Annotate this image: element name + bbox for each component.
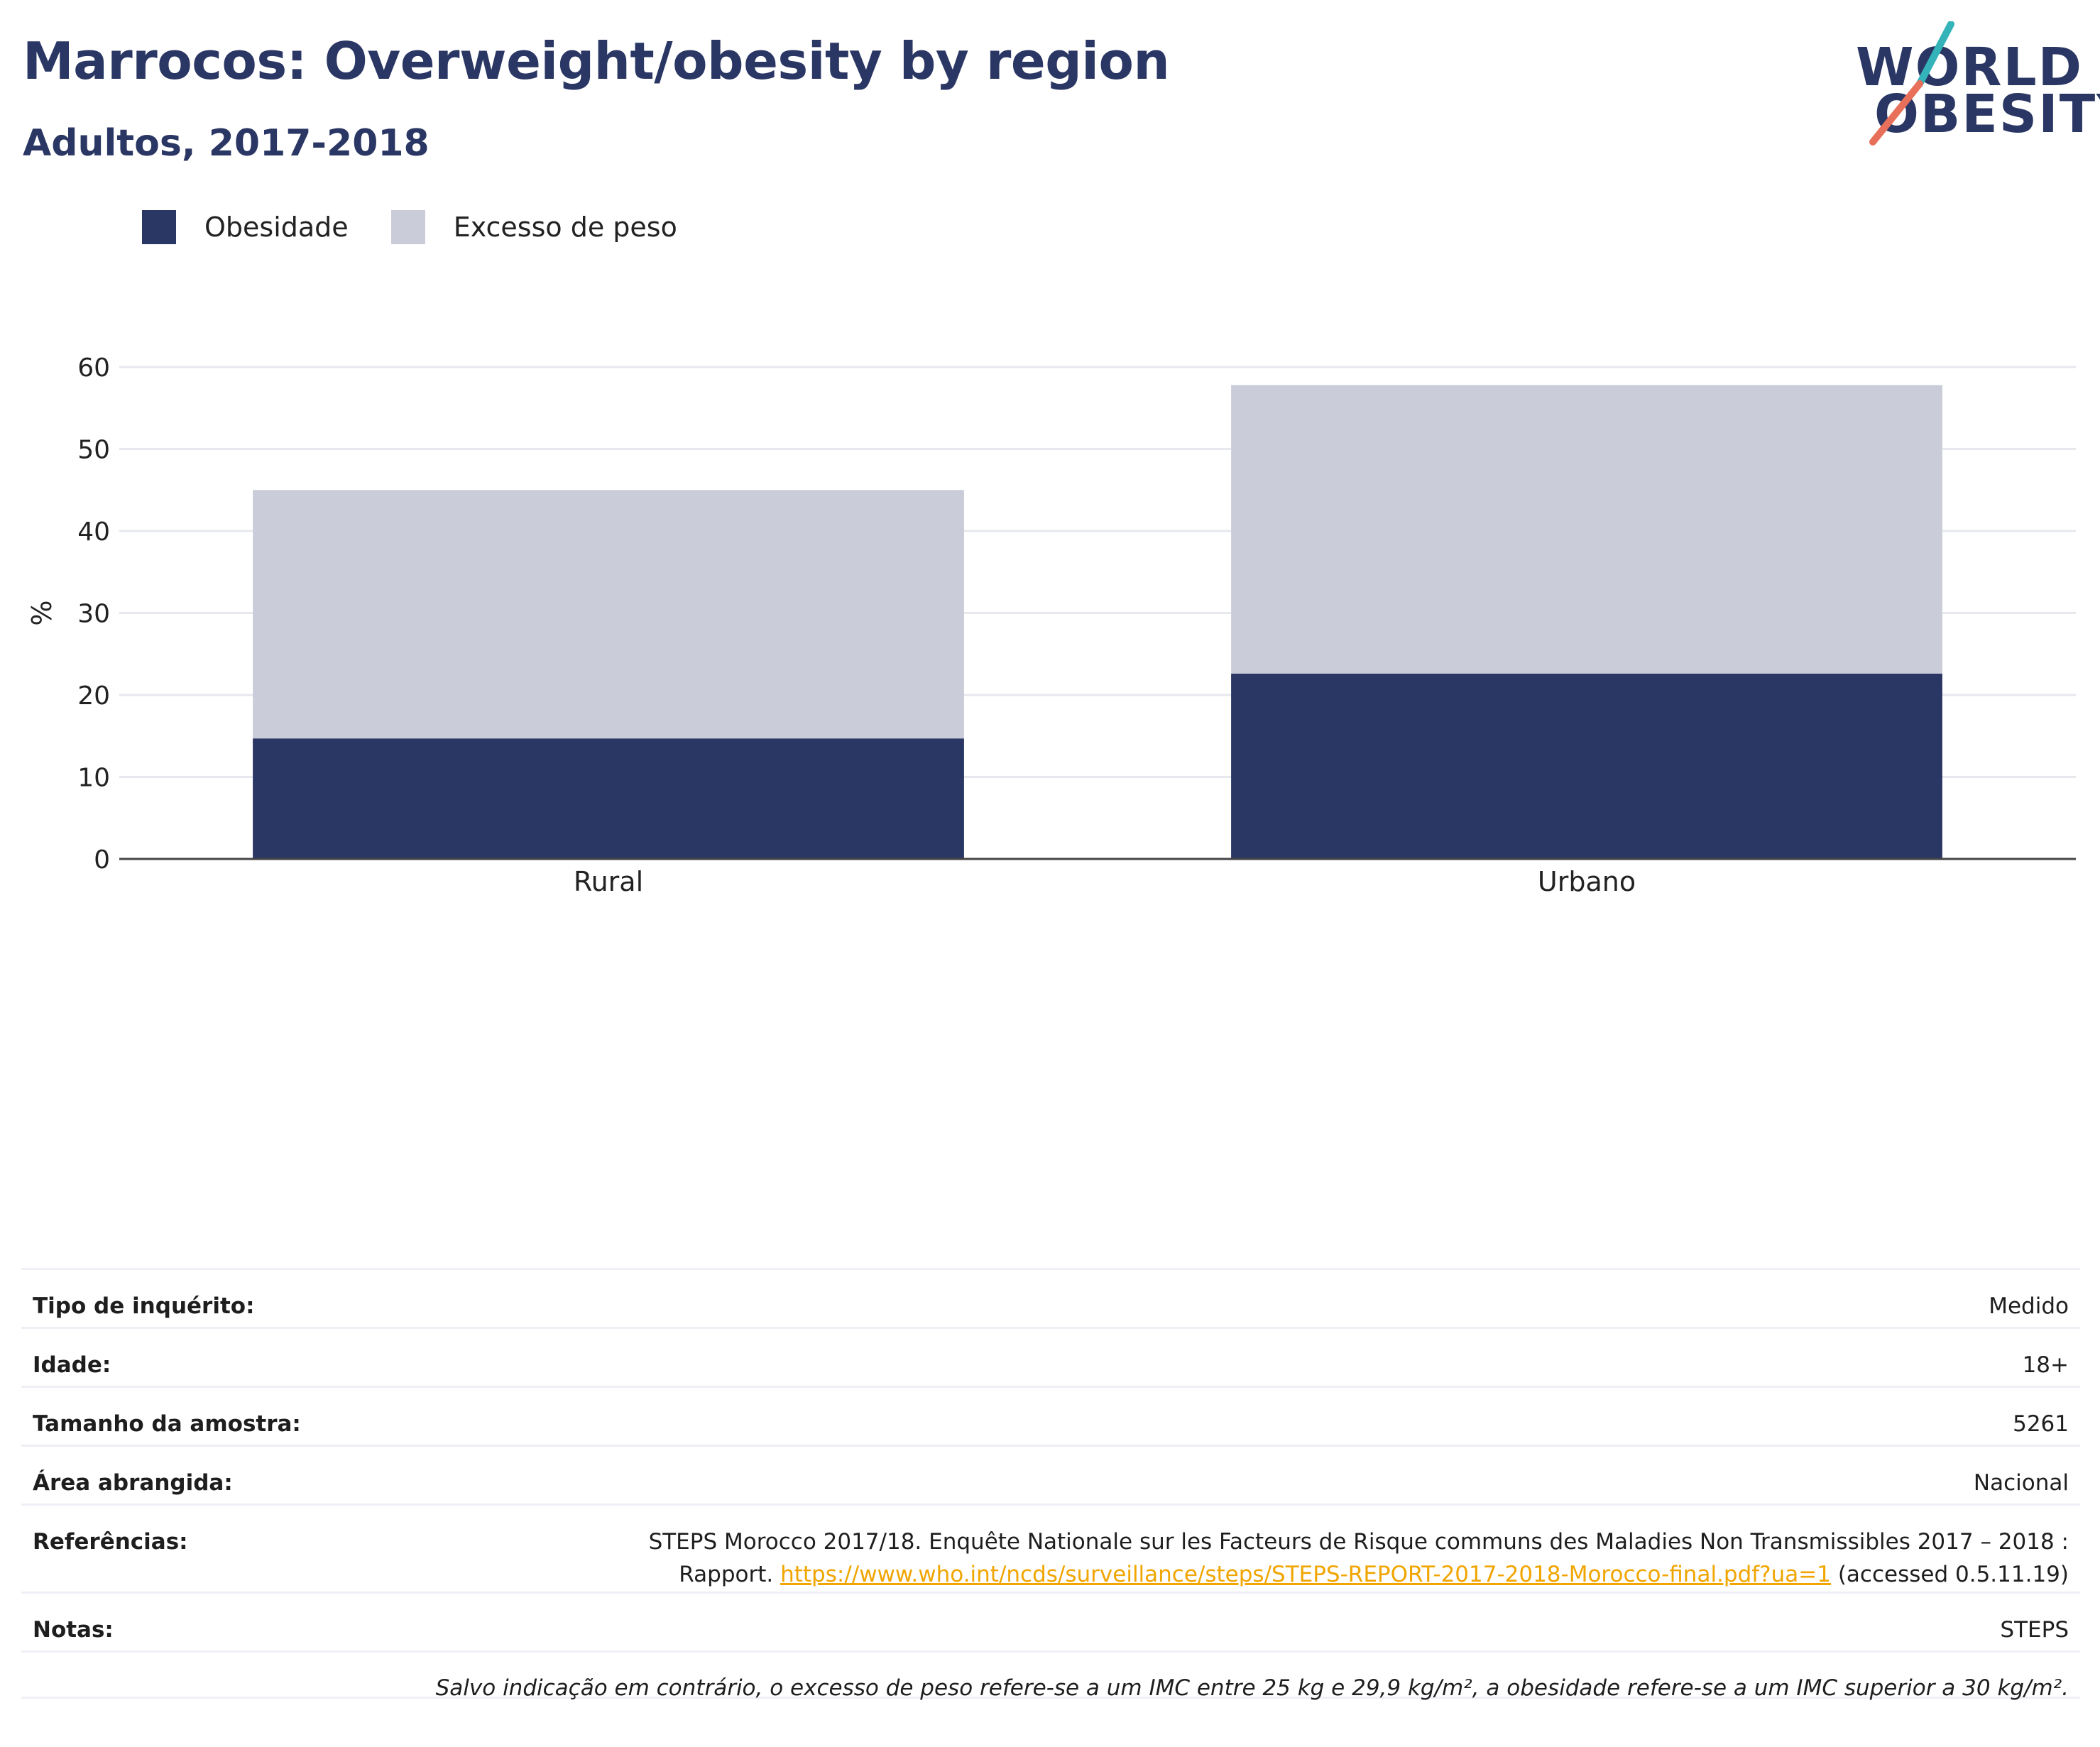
info-row-sample: Tamanho da amostra: 5261 — [21, 1386, 2080, 1445]
age-label: Idade: — [33, 1352, 111, 1378]
survey-type-label: Tipo de inquérito: — [33, 1293, 255, 1319]
references-line1: STEPS Morocco 2017/18. Enquête Nationale… — [648, 1529, 2069, 1555]
survey-type-value: Medido — [1989, 1293, 2069, 1319]
x-tick-label: Rural — [574, 866, 643, 897]
world-obesity-logo: WORLD OBESITY — [1846, 21, 2100, 149]
area-value: Nacional — [1973, 1470, 2069, 1496]
chart-legend: Obesidade Excesso de peso — [142, 210, 720, 244]
y-tick-label: 0 — [94, 845, 110, 875]
legend-swatch-obesity — [142, 210, 176, 244]
references-prefix: Rapport. — [679, 1562, 781, 1587]
y-axis-label: % — [26, 600, 58, 625]
chart-subtitle: Adultos, 2017-2018 — [23, 122, 430, 165]
notes-label: Notas: — [33, 1617, 114, 1643]
legend-item-overweight[interactable]: Excesso de peso — [390, 210, 677, 244]
bar-overweight-urbano — [1231, 385, 1942, 674]
info-row-references: Referências: STEPS Morocco 2017/18. Enqu… — [21, 1504, 2080, 1592]
info-row-area: Área abrangida: Nacional — [21, 1445, 2080, 1504]
legend-item-obesity[interactable]: Obesidade — [142, 210, 349, 244]
y-tick-label: 10 — [77, 764, 110, 793]
references-label: Referências: — [33, 1529, 188, 1555]
info-table: Tipo de inquérito: Medido Idade: 18+ Tam… — [21, 1268, 2080, 1701]
bar-overweight-rural — [253, 490, 964, 739]
y-tick-label: 40 — [77, 517, 110, 547]
area-label: Área abrangida: — [33, 1470, 233, 1496]
notes-value: STEPS — [2000, 1617, 2069, 1643]
info-row-notes: Notas: STEPS — [21, 1592, 2080, 1650]
y-tick-label: 20 — [77, 681, 110, 711]
references-suffix: (accessed 0.5.11.19) — [1830, 1562, 2069, 1587]
legend-swatch-overweight — [390, 210, 425, 244]
legend-label-overweight: Excesso de peso — [453, 212, 677, 243]
bar-obesity-urbano — [1231, 673, 1942, 859]
age-value: 18+ — [2022, 1352, 2069, 1378]
y-tick-label: 60 — [77, 354, 110, 383]
y-tick-label: 30 — [77, 600, 110, 629]
x-tick-label: Urbano — [1538, 866, 1636, 897]
y-tick-label: 50 — [77, 436, 110, 465]
legend-label-obesity: Obesidade — [204, 212, 349, 243]
sample-value: 5261 — [2013, 1411, 2069, 1437]
bar-obesity-rural — [253, 738, 964, 859]
sample-label: Tamanho da amostra: — [33, 1411, 301, 1437]
bar-chart: 0 10 20 30 40 50 60% Rural Urbano — [26, 354, 2076, 897]
info-row-survey-type: Tipo de inquérito: Medido — [21, 1268, 2080, 1327]
logo-slash-icon — [1869, 21, 1954, 146]
info-row-age: Idade: 18+ — [21, 1327, 2080, 1386]
logo-line-world: WORLD — [1856, 37, 2084, 98]
references-value: STEPS Morocco 2017/18. Enquête Nationale… — [649, 1526, 2069, 1591]
footnote: Salvo indicação em contrário, o excesso … — [435, 1675, 2069, 1701]
references-link[interactable]: https://www.who.int/ncds/surveillance/st… — [780, 1562, 1831, 1587]
chart-title: Marrocos: Overweight/obesity by region — [23, 31, 1170, 91]
info-row-footnote: Salvo indicação em contrário, o excesso … — [21, 1650, 2080, 1701]
